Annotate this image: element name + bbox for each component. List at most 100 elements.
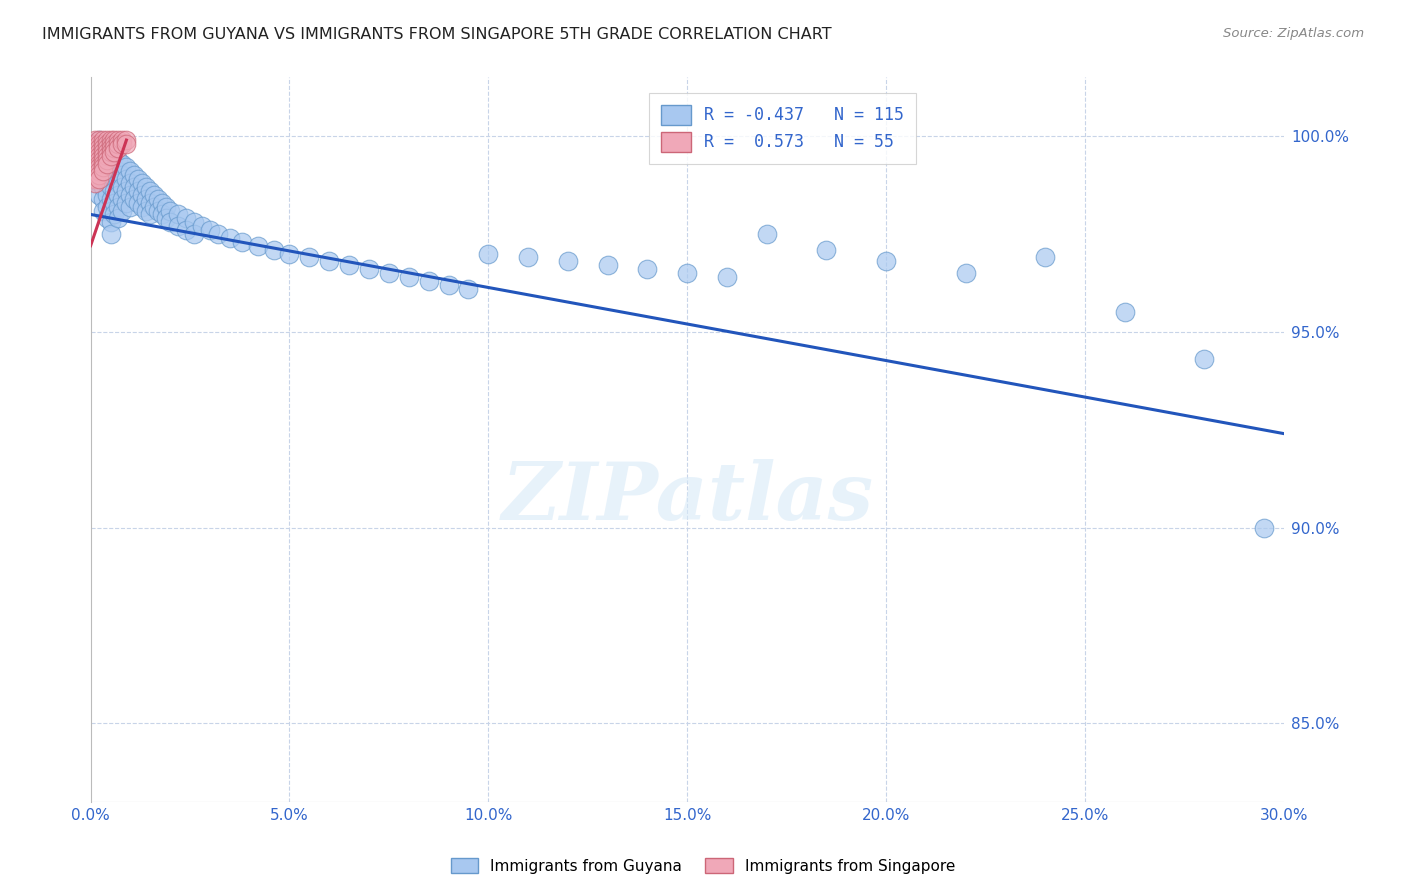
Point xyxy=(174,223,197,237)
Point xyxy=(91,169,114,183)
Point xyxy=(1253,520,1275,534)
Point xyxy=(337,258,360,272)
Point xyxy=(83,169,105,183)
Point xyxy=(167,207,190,221)
Point xyxy=(111,169,134,183)
Point xyxy=(83,145,105,159)
Point xyxy=(124,169,146,183)
Point xyxy=(91,136,114,151)
Point xyxy=(100,215,122,229)
Point xyxy=(143,187,166,202)
Point xyxy=(96,141,118,155)
Point xyxy=(111,133,134,147)
Point xyxy=(107,153,129,167)
Point xyxy=(100,133,122,147)
Point xyxy=(83,176,105,190)
Point xyxy=(139,207,162,221)
Point xyxy=(87,164,110,178)
Point xyxy=(87,156,110,170)
Point xyxy=(100,169,122,183)
Point xyxy=(91,164,114,178)
Point xyxy=(183,227,205,241)
Point xyxy=(96,211,118,226)
Point xyxy=(100,145,122,159)
Point xyxy=(191,219,214,234)
Point xyxy=(96,133,118,147)
Point xyxy=(131,176,153,190)
Point xyxy=(91,153,114,167)
Point xyxy=(91,161,114,175)
Point xyxy=(87,141,110,155)
Text: ZIPatlas: ZIPatlas xyxy=(501,458,873,536)
Point xyxy=(87,141,110,155)
Point xyxy=(96,176,118,190)
Point xyxy=(218,231,240,245)
Point xyxy=(96,164,118,178)
Point xyxy=(87,145,110,159)
Point xyxy=(87,136,110,151)
Point xyxy=(91,156,114,170)
Point xyxy=(246,238,269,252)
Point xyxy=(83,141,105,155)
Point xyxy=(111,192,134,206)
Point xyxy=(103,161,125,175)
Point xyxy=(150,207,173,221)
Point xyxy=(83,153,105,167)
Point xyxy=(263,243,285,257)
Point xyxy=(517,251,540,265)
Point xyxy=(418,274,440,288)
Point xyxy=(1033,251,1056,265)
Text: IMMIGRANTS FROM GUYANA VS IMMIGRANTS FROM SINGAPORE 5TH GRADE CORRELATION CHART: IMMIGRANTS FROM GUYANA VS IMMIGRANTS FRO… xyxy=(42,27,832,42)
Point xyxy=(87,161,110,175)
Point xyxy=(83,156,105,170)
Point xyxy=(83,136,105,151)
Point xyxy=(107,136,129,151)
Point xyxy=(198,223,221,237)
Point xyxy=(96,153,118,167)
Point xyxy=(127,172,149,186)
Point xyxy=(107,200,129,214)
Point xyxy=(96,156,118,170)
Point xyxy=(91,136,114,151)
Point xyxy=(298,251,321,265)
Point xyxy=(103,145,125,159)
Point xyxy=(318,254,340,268)
Point xyxy=(637,262,659,277)
Point xyxy=(87,172,110,186)
Point xyxy=(91,141,114,155)
Point xyxy=(131,200,153,214)
Point xyxy=(100,141,122,155)
Point xyxy=(127,195,149,210)
Point xyxy=(135,192,157,206)
Point xyxy=(278,246,301,260)
Point xyxy=(96,136,118,151)
Point xyxy=(437,277,460,292)
Point xyxy=(100,180,122,194)
Point xyxy=(150,195,173,210)
Point xyxy=(96,141,118,155)
Point xyxy=(557,254,579,268)
Point xyxy=(155,211,177,226)
Point xyxy=(124,180,146,194)
Point xyxy=(115,133,138,147)
Point xyxy=(120,176,142,190)
Point xyxy=(115,195,138,210)
Point xyxy=(120,200,142,214)
Point xyxy=(103,136,125,151)
Point xyxy=(815,243,838,257)
Point xyxy=(111,136,134,151)
Point xyxy=(96,200,118,214)
Legend: Immigrants from Guyana, Immigrants from Singapore: Immigrants from Guyana, Immigrants from … xyxy=(444,852,962,880)
Point xyxy=(100,192,122,206)
Point xyxy=(87,169,110,183)
Point xyxy=(676,266,699,280)
Point xyxy=(120,164,142,178)
Point xyxy=(111,180,134,194)
Point xyxy=(135,180,157,194)
Point xyxy=(83,149,105,163)
Point xyxy=(87,149,110,163)
Point xyxy=(91,203,114,218)
Point xyxy=(755,227,778,241)
Point xyxy=(100,227,122,241)
Point xyxy=(96,153,118,167)
